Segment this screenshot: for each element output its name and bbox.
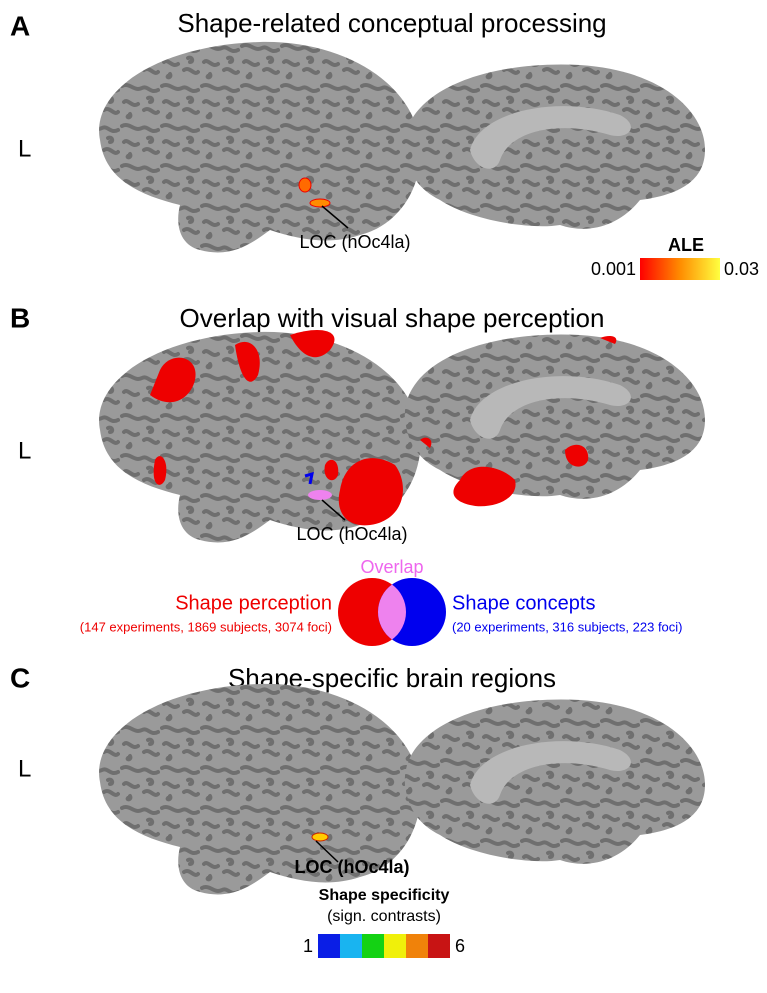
- panel-a: A Shape-related conceptual processing L …: [10, 8, 759, 280]
- colorbar-max: 6: [455, 936, 465, 956]
- colorbar-step: [406, 934, 428, 958]
- colorbar-step: [318, 934, 340, 958]
- medial-brain: [405, 65, 705, 229]
- panel-c: C Shape-specific brain regions L LOC (hO…: [10, 662, 705, 958]
- venn-left-title: Shape perception: [175, 592, 332, 614]
- venn-right-detail: (20 experiments, 316 subjects, 223 foci): [452, 619, 683, 634]
- colorbar-max: 0.03: [724, 259, 759, 279]
- colorbar: [640, 258, 720, 280]
- specificity-blob: [312, 833, 328, 841]
- panel-letter: C: [10, 662, 30, 693]
- hemisphere-label: L: [18, 755, 31, 782]
- colorbar-step: [384, 934, 406, 958]
- colorbar-step: [428, 934, 450, 958]
- panel-letter: B: [10, 302, 30, 333]
- activation-blob: [299, 178, 311, 192]
- colorbar-title: Shape specificity: [319, 887, 450, 904]
- colorbar-title: ALE: [668, 235, 704, 255]
- panel-title: Overlap with visual shape perception: [180, 303, 605, 333]
- lateral-brain: [99, 42, 421, 253]
- region-label: LOC (hOc4la): [299, 232, 410, 252]
- colorbar: [318, 934, 450, 958]
- region-label: LOC (hOc4la): [294, 857, 409, 877]
- colorbar-step: [340, 934, 362, 958]
- medial-brain: [405, 335, 705, 499]
- panel-b: B Overlap with visual shape perception L: [10, 302, 705, 646]
- hemisphere-label: L: [18, 135, 31, 162]
- activation-blob: [310, 199, 330, 207]
- medial-brain: [405, 700, 705, 864]
- venn-overlap-label: Overlap: [360, 557, 423, 577]
- colorbar-min: 0.001: [591, 259, 636, 279]
- panel-letter: A: [10, 10, 30, 41]
- figure: A Shape-related conceptual processing L …: [0, 0, 767, 993]
- colorbar-subtitle: (sign. contrasts): [327, 908, 441, 925]
- panel-title: Shape-related conceptual processing: [177, 8, 606, 38]
- region-label: LOC (hOc4la): [296, 524, 407, 544]
- venn-left-detail: (147 experiments, 1869 subjects, 3074 fo…: [80, 619, 332, 634]
- hemisphere-label: L: [18, 437, 31, 464]
- colorbar-step: [362, 934, 384, 958]
- venn-right-title: Shape concepts: [452, 592, 595, 614]
- overlap-region: [308, 490, 332, 500]
- colorbar-min: 1: [303, 936, 313, 956]
